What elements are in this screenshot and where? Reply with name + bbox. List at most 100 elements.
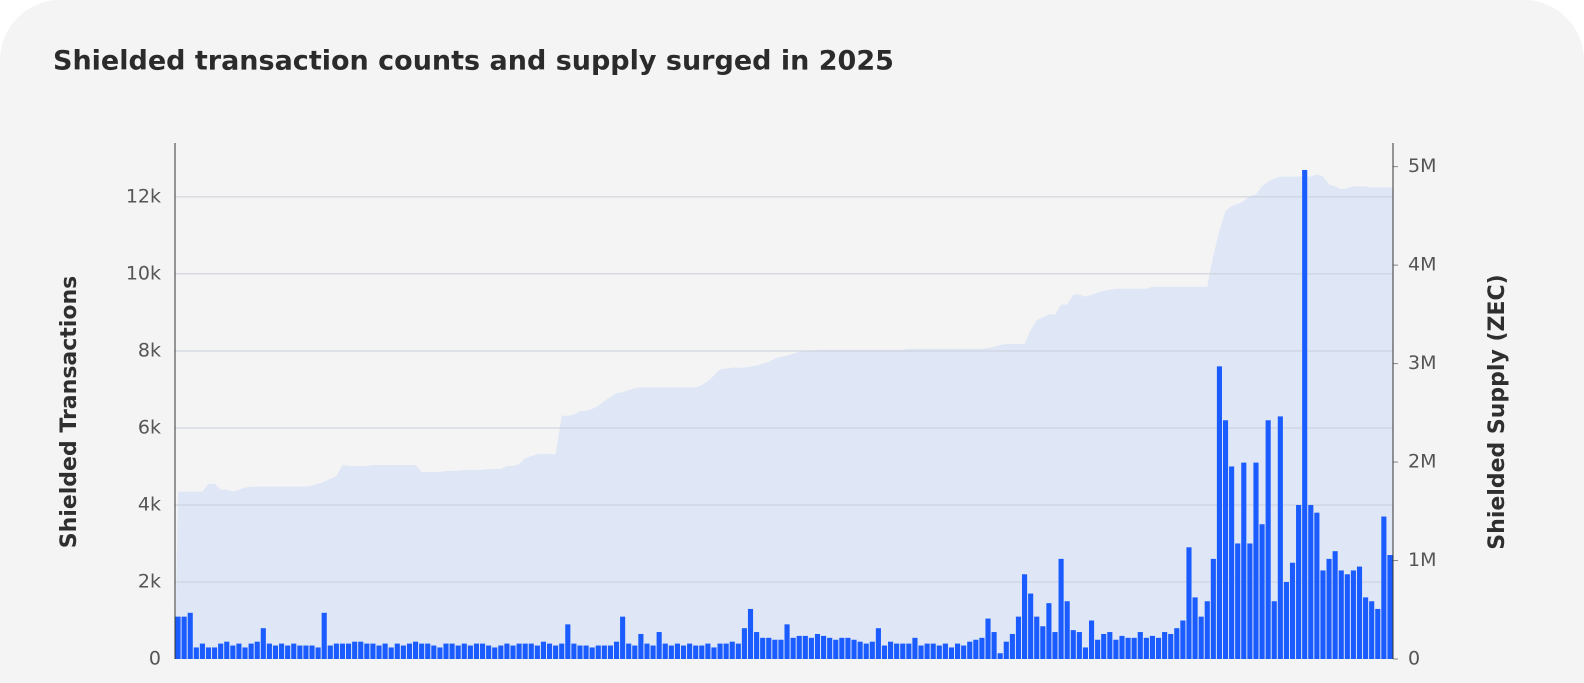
bar — [370, 643, 376, 659]
bar — [955, 643, 961, 659]
bar — [553, 645, 559, 659]
bar — [839, 637, 845, 659]
bar — [790, 637, 796, 659]
bar — [875, 628, 881, 659]
bar — [1326, 558, 1332, 659]
bar — [181, 616, 187, 659]
bar — [729, 641, 735, 659]
bar — [1168, 633, 1174, 659]
bar — [419, 643, 425, 659]
bar — [650, 645, 656, 659]
bar — [601, 645, 607, 659]
bar — [912, 637, 918, 659]
bar — [321, 612, 327, 659]
bar — [382, 643, 388, 659]
bar — [1107, 632, 1113, 659]
bar — [1155, 637, 1162, 659]
y-tick-label: 6k — [138, 416, 161, 438]
bar — [565, 624, 571, 659]
bar — [1375, 608, 1381, 659]
bar — [1302, 169, 1308, 659]
bar — [1265, 420, 1271, 659]
bar — [1235, 543, 1241, 659]
bar — [863, 643, 869, 659]
bar — [540, 641, 547, 659]
bar — [1046, 603, 1052, 659]
y-axis-title: Shielded Transactions — [57, 276, 82, 548]
bar — [1101, 633, 1107, 659]
bar — [1204, 601, 1210, 659]
bar — [821, 635, 827, 659]
bar — [577, 645, 583, 659]
bar — [662, 643, 668, 659]
bar — [979, 637, 985, 659]
bar — [607, 645, 613, 659]
bar — [534, 645, 540, 659]
bar — [656, 632, 662, 659]
bar — [888, 641, 894, 659]
bar — [747, 608, 754, 659]
bar — [376, 645, 382, 659]
bar — [918, 645, 924, 659]
bar — [1119, 635, 1125, 659]
bar — [473, 643, 480, 659]
bar — [346, 643, 352, 659]
bar — [437, 647, 443, 659]
bar — [1113, 639, 1119, 659]
bar — [644, 643, 650, 659]
bar — [559, 643, 565, 659]
bar — [1058, 558, 1064, 659]
bar — [546, 643, 553, 659]
bar — [881, 645, 888, 659]
bar — [291, 643, 297, 659]
bar — [394, 643, 400, 659]
bar — [260, 628, 266, 659]
bar — [1222, 420, 1229, 659]
bar — [1338, 570, 1344, 659]
bar — [1028, 593, 1034, 659]
bar — [230, 645, 236, 659]
bar — [498, 645, 504, 659]
bar — [687, 643, 693, 659]
bar — [796, 635, 802, 659]
bar — [266, 643, 272, 659]
bar — [1296, 504, 1302, 659]
bar — [1198, 616, 1204, 659]
bar — [857, 641, 863, 659]
bar — [1229, 466, 1235, 659]
y2-tick-label: 4M — [1408, 254, 1436, 276]
bar — [175, 616, 181, 659]
bar — [589, 647, 595, 659]
bar — [1277, 416, 1283, 659]
bar — [1320, 570, 1326, 659]
bar — [212, 647, 218, 659]
bar — [1210, 558, 1216, 659]
bar — [900, 643, 906, 659]
bar — [906, 643, 912, 659]
bar — [741, 628, 747, 659]
bar — [930, 643, 936, 659]
y2-tick-label: 0 — [1408, 648, 1420, 670]
bar — [942, 643, 948, 659]
bar — [620, 616, 626, 659]
bar — [851, 639, 857, 659]
bar — [760, 637, 766, 659]
bar — [1314, 512, 1320, 659]
bar — [1015, 616, 1022, 659]
bar — [967, 641, 973, 659]
bar — [1259, 524, 1265, 659]
bar — [205, 647, 212, 659]
y-tick-label: 2k — [138, 570, 161, 592]
bar — [461, 643, 467, 659]
bar — [1143, 637, 1149, 659]
bar — [504, 643, 510, 659]
y-tick-label: 4k — [138, 493, 161, 515]
bar — [1009, 633, 1015, 659]
y-tick-label: 10k — [126, 262, 161, 284]
bar — [327, 645, 333, 659]
bar — [802, 635, 808, 659]
bar — [358, 641, 364, 659]
bar — [784, 624, 790, 659]
bar — [443, 643, 449, 659]
